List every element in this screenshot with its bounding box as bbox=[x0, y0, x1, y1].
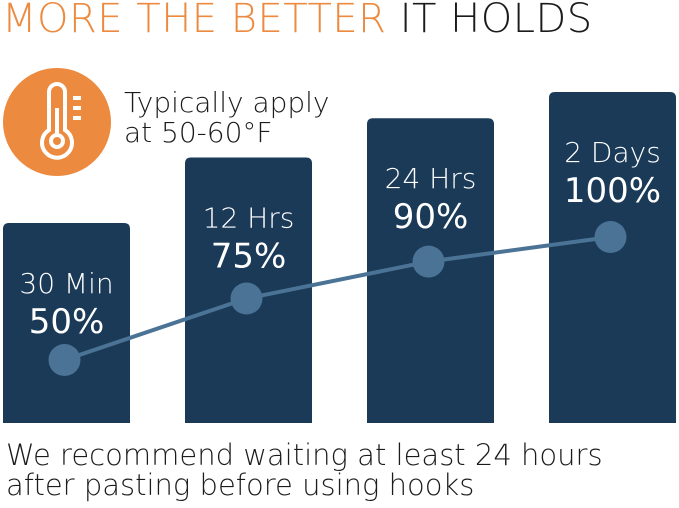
data-point bbox=[48, 344, 81, 376]
category-label: 2 Days bbox=[564, 136, 661, 169]
footer-line2: after pasting before using hooks bbox=[6, 468, 475, 502]
title-accent: MORE THE BETTER bbox=[2, 0, 387, 42]
footer-note: We recommend waiting at least 24 hours a… bbox=[6, 440, 603, 500]
bar-3 bbox=[549, 92, 676, 423]
thermometer-icon bbox=[3, 68, 111, 176]
temperature-line1: Typically apply bbox=[124, 86, 330, 119]
temperature-note: Typically apply at 50-60°F bbox=[124, 88, 330, 148]
title-rest: IT HOLDS bbox=[399, 0, 593, 42]
footer-line1: We recommend waiting at least 24 hours bbox=[6, 438, 603, 472]
value-label: 90% bbox=[393, 197, 469, 237]
category-label: 24 Hrs bbox=[385, 162, 477, 195]
data-point bbox=[412, 245, 445, 278]
value-label: 50% bbox=[29, 302, 105, 342]
page-title: MORE THE BETTER IT HOLDS bbox=[2, 0, 593, 42]
data-point bbox=[230, 282, 263, 315]
value-label: 100% bbox=[564, 171, 661, 211]
category-label: 30 Min bbox=[19, 267, 113, 300]
data-point bbox=[594, 221, 627, 253]
trend-line bbox=[63, 235, 611, 362]
value-label: 75% bbox=[211, 237, 287, 277]
temperature-line2: at 50-60°F bbox=[124, 116, 273, 149]
bar-0 bbox=[3, 223, 130, 423]
category-label: 12 Hrs bbox=[203, 202, 295, 235]
